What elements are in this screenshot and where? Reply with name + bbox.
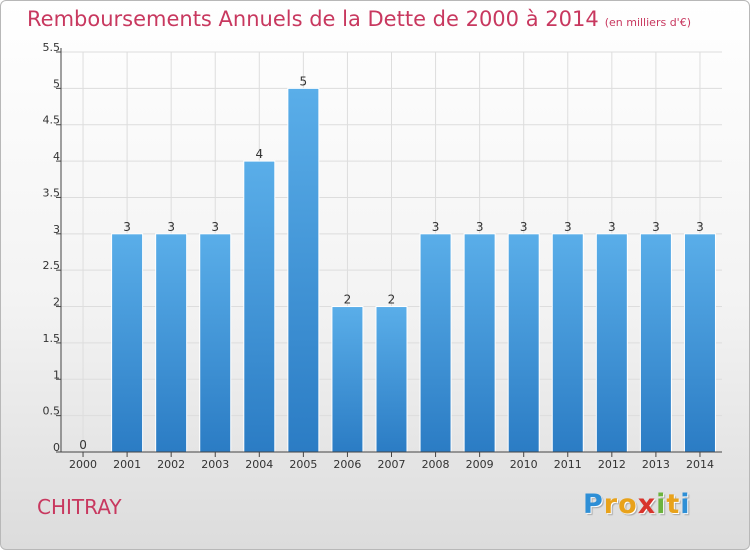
proxiti-logo[interactable]: Proxiti (583, 489, 691, 520)
bar-2012 (595, 233, 628, 453)
x-tick-label-2001: 2001 (113, 458, 141, 471)
bar-2002 (155, 233, 188, 453)
x-tick-label-2005: 2005 (289, 458, 317, 471)
bar-2001 (111, 233, 144, 453)
data-label-2012: 3 (608, 220, 616, 234)
y-tick-label: 2.5 (43, 259, 61, 272)
x-tick-label-2009: 2009 (466, 458, 494, 471)
y-tick-label: 3 (53, 223, 60, 236)
bar-2008 (419, 233, 452, 453)
data-label-2011: 3 (564, 220, 572, 234)
x-tick-label-2012: 2012 (598, 458, 626, 471)
y-tick-label: 0 (53, 441, 60, 454)
data-label-2005: 5 (300, 74, 308, 88)
x-tick-label-2010: 2010 (510, 458, 538, 471)
y-tick-label: 1 (53, 368, 60, 381)
x-tick-label-2003: 2003 (201, 458, 229, 471)
data-label-2008: 3 (432, 220, 440, 234)
x-tick-label-2002: 2002 (157, 458, 185, 471)
data-label-2010: 3 (520, 220, 528, 234)
data-label-2007: 2 (388, 293, 396, 307)
bar-2005 (287, 87, 320, 453)
data-label-2001: 3 (123, 220, 131, 234)
chart-title: Remboursements Annuels de la Dette de 20… (27, 7, 691, 31)
x-tick-label-2014: 2014 (686, 458, 714, 471)
x-tick-label-2011: 2011 (554, 458, 582, 471)
data-label-2006: 2 (344, 293, 352, 307)
x-tick-label-2006: 2006 (333, 458, 361, 471)
logo-letter: r (603, 489, 619, 520)
bar-2004 (243, 160, 276, 453)
logo-letter: i (656, 489, 667, 520)
data-label-2000: 0 (79, 438, 87, 452)
labels: 0 2000 3 2001 3 2002 3 2003 4 2004 5 2005 2 2006 2 2007… (43, 41, 714, 471)
y-tick-label: 2 (53, 296, 60, 309)
y-tick-label: 4.5 (43, 114, 61, 127)
bar-2003 (199, 233, 232, 453)
x-tick-label-2000: 2000 (69, 458, 97, 471)
bar-2009 (463, 233, 496, 453)
y-tick-label: 0.5 (43, 405, 61, 418)
logo-letter: o (618, 489, 638, 520)
x-tick-label-2013: 2013 (642, 458, 670, 471)
data-label-2014: 3 (696, 220, 704, 234)
commune-name: CHITRAY (37, 495, 122, 519)
data-label-2003: 3 (211, 220, 219, 234)
bars (111, 87, 716, 453)
data-label-2013: 3 (652, 220, 660, 234)
data-label-2009: 3 (476, 220, 484, 234)
y-tick-label: 5.5 (43, 41, 61, 54)
bar-2011 (551, 233, 584, 453)
y-tick-label: 5 (53, 77, 60, 90)
y-tick-label: 1.5 (43, 332, 61, 345)
data-label-2002: 3 (167, 220, 175, 234)
x-tick-label-2004: 2004 (245, 458, 273, 471)
bar-2013 (639, 233, 672, 453)
chart-subtitle: (en milliers d'€) (604, 16, 691, 29)
x-tick-label-2007: 2007 (378, 458, 406, 471)
logo-letter: i (680, 489, 691, 520)
y-tick-label: 4 (53, 150, 60, 163)
bar-2014 (683, 233, 716, 453)
bar-2007 (375, 306, 408, 453)
logo-letter: P (583, 489, 604, 520)
y-tick-label: 3.5 (43, 186, 61, 199)
axes (56, 48, 722, 457)
data-label-2004: 4 (255, 147, 263, 161)
logo-letter: x (637, 489, 657, 520)
logo-letter: t (666, 489, 681, 520)
x-tick-label-2008: 2008 (422, 458, 450, 471)
bar-2010 (507, 233, 540, 453)
bar-2006 (331, 306, 364, 453)
